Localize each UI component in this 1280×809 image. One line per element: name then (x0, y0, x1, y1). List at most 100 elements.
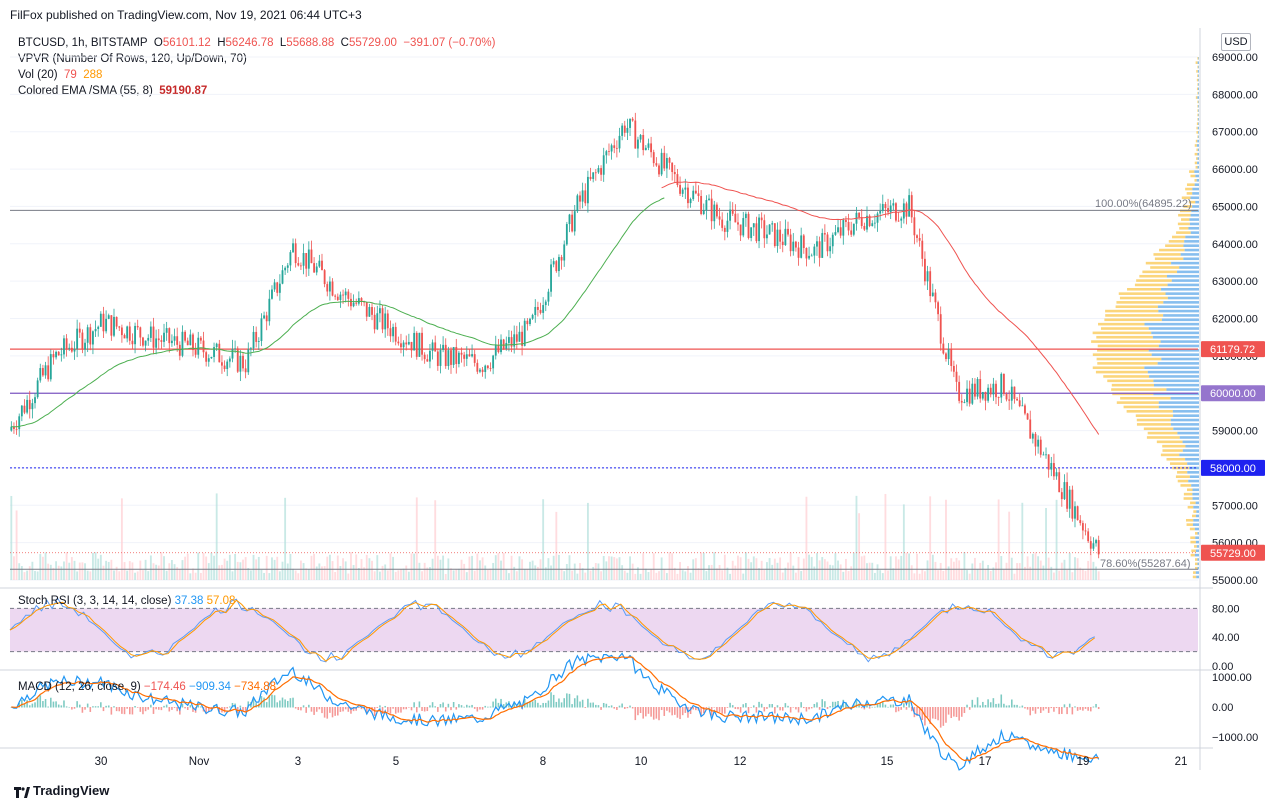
candle-body (107, 315, 110, 319)
candle-body (705, 200, 708, 211)
volume-bar (492, 562, 495, 580)
candle-body (945, 353, 947, 360)
macd-histogram-bar (1021, 705, 1024, 708)
candle-body (307, 249, 310, 269)
macd-histogram-bar (263, 697, 265, 708)
volume-bar (271, 557, 273, 580)
price-tag (1201, 544, 1265, 561)
candle-body (476, 362, 479, 372)
macd-histogram-bar (534, 699, 537, 708)
vpvr-row-up (1193, 510, 1197, 513)
candle-body (739, 224, 742, 236)
candle-body (194, 350, 197, 355)
volume-bar (652, 553, 655, 580)
macd-histogram-bar (945, 707, 947, 723)
volume-bar (413, 553, 416, 580)
macd-histogram-bar (984, 704, 987, 708)
volume-bar (873, 572, 876, 580)
macd-histogram-bar (868, 707, 871, 709)
volume-bar (494, 555, 497, 580)
volume-bar (995, 562, 997, 580)
candle-body (518, 331, 521, 342)
symbol-name[interactable]: BTCUSD, 1h, BITSTAMP (18, 37, 148, 49)
vpvr-row-down (1165, 292, 1199, 295)
macd-histogram-bar (450, 707, 452, 711)
volume-bar (523, 569, 526, 580)
volume-legend[interactable]: Vol (20) 79 288 (18, 67, 102, 83)
price-scale[interactable]: 69000.00 68000.00 67000.00 66000.00 65000.00… (1201, 52, 1265, 587)
time-tick: 15 (881, 756, 894, 768)
macd-histogram-bar (750, 707, 752, 708)
fib-100-label: 100.00%(64895.22) (1095, 198, 1192, 210)
candle-body (1097, 540, 1100, 555)
candle-body (508, 337, 510, 343)
macd-histogram-bar (776, 705, 779, 708)
time-axis[interactable]: 30 Nov 3 5 8 10 12 15 17 19 21 (95, 756, 1188, 768)
macd-histogram-bar (784, 703, 787, 708)
volume-bar (218, 565, 221, 580)
candle-body (1037, 439, 1040, 447)
macd-histogram-bar (165, 704, 168, 708)
candles (10, 112, 1100, 559)
vpvr-legend[interactable]: VPVR (Number Of Rows, 120, Up/Down, 70) (18, 51, 247, 67)
vpvr-row-up (1134, 283, 1168, 287)
macd-histogram-bar (365, 707, 368, 715)
volume-bar (471, 555, 473, 580)
macd-histogram-bar (1018, 706, 1021, 708)
candle-body (784, 228, 787, 246)
volume-bar (426, 567, 429, 580)
candle-body (650, 143, 653, 153)
macd-histogram-bar (129, 707, 131, 715)
candle-body (234, 348, 237, 350)
volume-bar (568, 555, 571, 580)
volume-bar (18, 563, 21, 580)
macd-histogram-bar (339, 707, 342, 712)
macd-histogram-bar (789, 707, 792, 713)
vpvr-row-down (1197, 70, 1199, 73)
candle-body (863, 225, 866, 230)
candle-body (55, 351, 57, 358)
candle-body (858, 212, 861, 218)
macd-histogram-bar (666, 707, 668, 711)
volume-bar (273, 559, 276, 580)
macd-histogram-bar (455, 707, 458, 710)
vpvr-row-down (1198, 91, 1199, 95)
vpvr-row-down (1197, 61, 1199, 64)
macd-histogram-bar (84, 707, 86, 710)
candle-body (1079, 520, 1082, 524)
candle-body (1074, 506, 1076, 519)
fib-786-label: 78.60%(55287.64) (1100, 558, 1191, 570)
tradingview-brand[interactable]: TradingView (14, 783, 109, 799)
vpvr-row-up (1197, 91, 1199, 95)
candle-body (623, 125, 626, 133)
macd-histogram-bar (479, 707, 481, 710)
vpvr-row-up (1183, 205, 1193, 208)
vpvr-row-down (1193, 505, 1199, 509)
candle-body (197, 337, 200, 355)
volume-bar (952, 561, 955, 580)
volume-bar (300, 560, 302, 580)
currency-button[interactable]: USD (1221, 33, 1251, 51)
volume-bar (405, 565, 408, 580)
macd-histogram-bar (329, 707, 331, 713)
candle-body (1005, 393, 1008, 400)
vpvr-row-down (1192, 187, 1199, 191)
volume-bar (321, 566, 323, 580)
volume-bar (47, 563, 50, 580)
candle-body (779, 229, 782, 242)
vpvr-row-down (1195, 501, 1199, 505)
volume-bar (102, 565, 105, 580)
vpvr-row-up (1195, 532, 1198, 535)
vpvr-row-up (1146, 436, 1180, 439)
volume-bar (916, 553, 918, 580)
macd-histogram-bar (494, 698, 497, 708)
macd-histogram-bar (300, 707, 302, 711)
candle-body (976, 379, 979, 397)
macd-histogram-bar (197, 704, 200, 708)
candle-body (397, 341, 400, 344)
price-tick: 65000.00 (1212, 201, 1258, 213)
macd-histogram-bar (613, 707, 616, 709)
candle-body (139, 327, 142, 338)
macd-histogram-bar (118, 707, 121, 712)
